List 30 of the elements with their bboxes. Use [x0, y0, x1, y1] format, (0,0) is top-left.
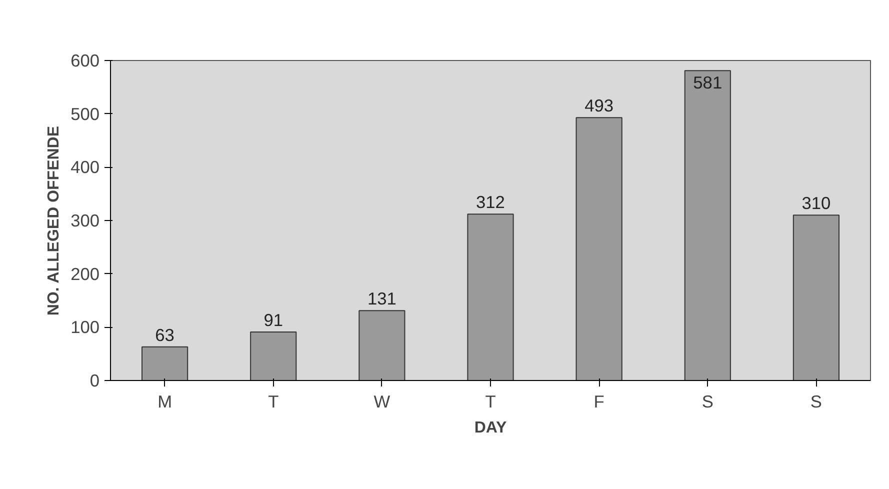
- x-tick-label: S: [810, 392, 822, 412]
- y-tick-label: 100: [70, 317, 100, 338]
- y-axis-title: NO. ALLEGED OFFENDE: [46, 126, 63, 316]
- data-label: 91: [264, 310, 283, 330]
- x-tick-label: M: [158, 392, 172, 412]
- y-tick-label: 500: [70, 104, 100, 124]
- bar: [141, 346, 188, 380]
- y-tick-label: 200: [70, 264, 100, 284]
- y-tick-label: 0: [90, 370, 100, 390]
- data-label: 493: [584, 96, 614, 116]
- bar: [250, 331, 297, 380]
- data-label: 312: [476, 192, 505, 212]
- data-label: 63: [155, 324, 174, 345]
- data-label: 310: [802, 193, 831, 214]
- bar: [684, 70, 731, 380]
- data-label: 131: [367, 288, 396, 309]
- y-tick-label: 400: [70, 157, 100, 178]
- bar: [792, 214, 840, 380]
- x-tick-label: T: [485, 392, 496, 412]
- x-tick-label: S: [702, 392, 714, 412]
- y-tick-label: 600: [70, 50, 100, 70]
- x-tick-label: W: [374, 392, 391, 412]
- y-tick-label: 300: [70, 210, 100, 230]
- data-label: 581: [693, 72, 722, 93]
- x-tick-label: F: [594, 392, 604, 412]
- x-tick-label: T: [268, 392, 280, 412]
- bar: [358, 310, 406, 380]
- bar: [576, 117, 622, 380]
- bar: [467, 214, 514, 380]
- x-axis-title: DAY: [474, 420, 507, 436]
